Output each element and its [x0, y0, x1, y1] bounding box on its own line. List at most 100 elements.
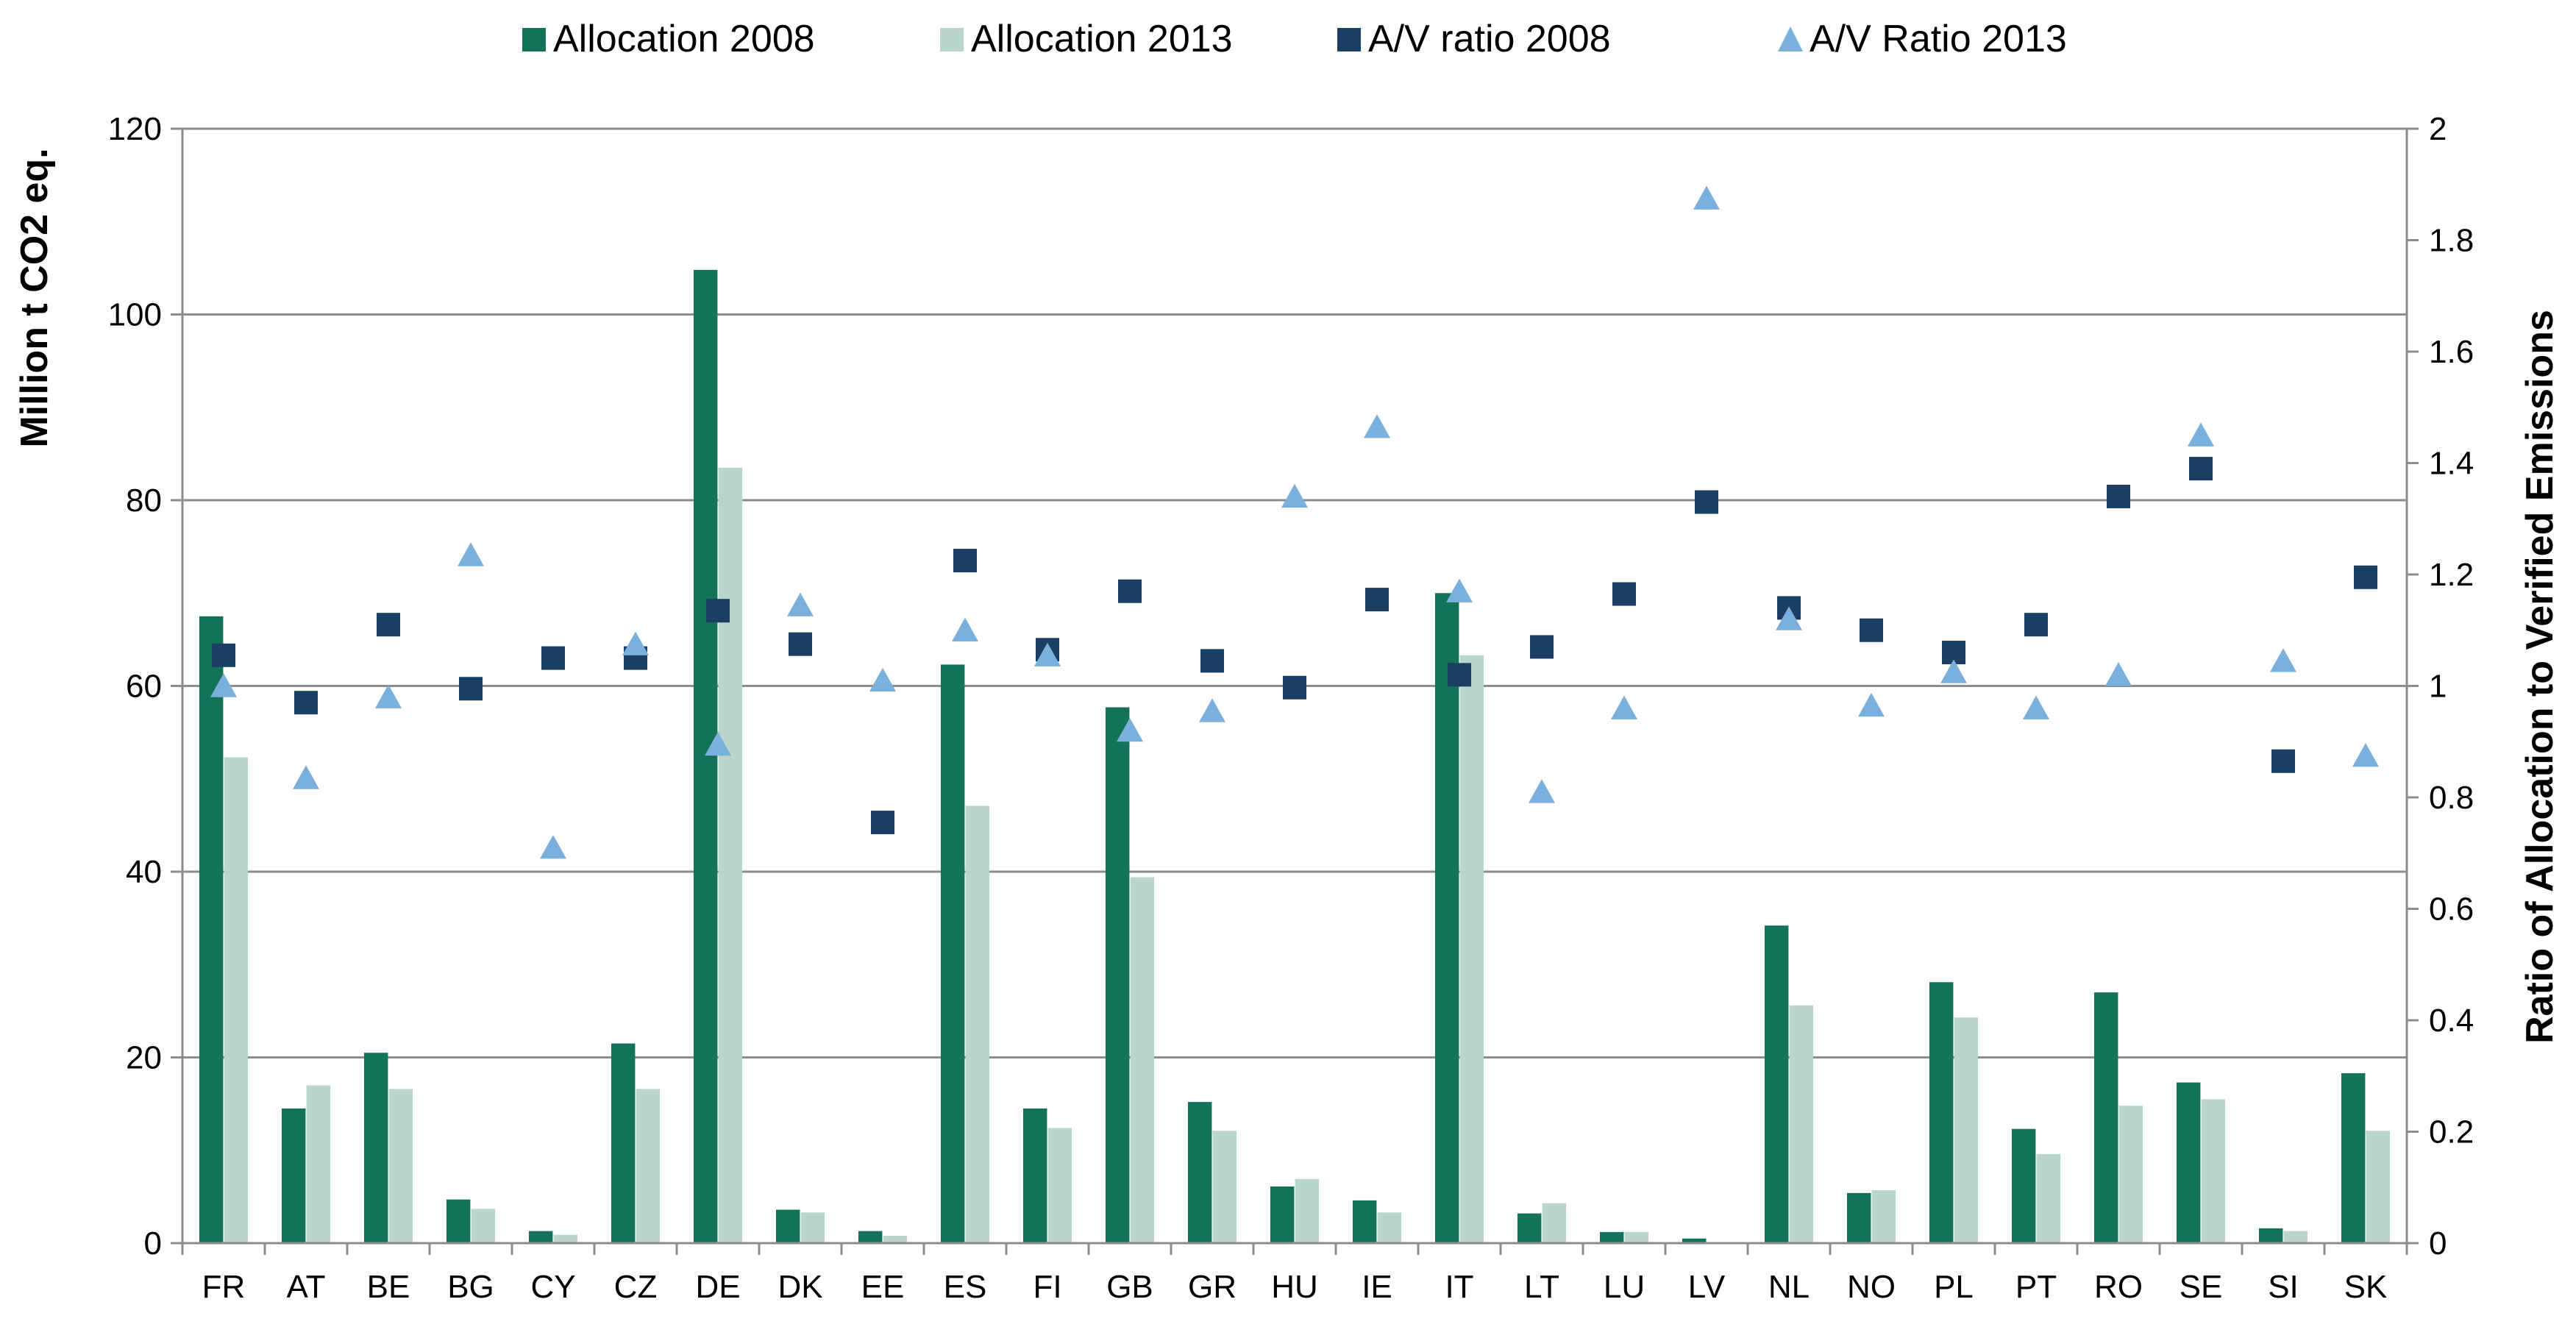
marker-a-v-ratio-2013-cy — [540, 834, 566, 859]
bar-allocation-2008-gb — [1105, 707, 1130, 1243]
marker-a-v-ratio-2008-lu — [1612, 582, 1636, 606]
marker-a-v-ratio-2013-se — [2188, 422, 2214, 447]
marker-a-v-ratio-2013-at — [293, 765, 319, 789]
bar-allocation-2008-hu — [1270, 1186, 1295, 1243]
bar-allocation-2013-ro — [2118, 1106, 2143, 1243]
y-tick-label: 120 — [108, 111, 162, 147]
x-tick-label: ES — [944, 1269, 987, 1305]
bar-allocation-2008-cz — [611, 1043, 636, 1243]
y-tick-label: 80 — [126, 483, 162, 519]
bar-allocation-2013-nl — [1789, 1005, 1814, 1243]
marker-a-v-ratio-2008-gr — [1200, 649, 1224, 673]
bar-allocation-2013-it — [1459, 655, 1484, 1243]
marker-a-v-ratio-2008-sk — [2354, 565, 2377, 589]
bar-allocation-2008-se — [2176, 1082, 2201, 1243]
legend: Allocation 2008 Allocation 2013 A/V ratio … — [522, 18, 2067, 60]
bar-allocation-2008-dk — [775, 1209, 800, 1243]
y-tick-label: 20 — [126, 1040, 162, 1076]
bar-allocation-2008-ee — [858, 1231, 883, 1243]
x-tick-label: GB — [1106, 1269, 1153, 1305]
bar-allocation-2008-sk — [2341, 1072, 2366, 1243]
bar-allocation-2008-es — [940, 664, 965, 1243]
x-tick-label: FR — [202, 1269, 246, 1305]
y-tick-label: 100 — [108, 297, 162, 333]
x-tick-label: DE — [695, 1269, 740, 1305]
bar-allocation-2013-no — [1871, 1190, 1896, 1243]
y2-tick-label: 0.6 — [2429, 892, 2474, 928]
marker-a-v-ratio-2008-dk — [789, 632, 812, 656]
bar-allocation-2008-fi — [1022, 1108, 1047, 1243]
bar-allocation-2013-ie — [1377, 1212, 1402, 1243]
left-axis-title: Million t CO2 eq. — [13, 148, 56, 447]
bar-allocation-2013-lu — [1624, 1231, 1649, 1243]
marker-a-v-ratio-2008-cy — [541, 646, 565, 670]
ratio-markers — [210, 185, 2379, 859]
x-tick-label: SK — [2344, 1269, 2388, 1305]
bar-allocation-2013-se — [2201, 1099, 2226, 1243]
axes — [171, 127, 2419, 1255]
bar-allocation-2008-be — [363, 1053, 388, 1243]
x-tick-label: BG — [447, 1269, 494, 1305]
y2-tick-label: 1.6 — [2429, 334, 2474, 370]
legend-swatch-a-v-ratio-2008 — [1337, 28, 1361, 51]
marker-a-v-ratio-2013-dk — [787, 592, 814, 616]
marker-a-v-ratio-2013-nl — [1776, 606, 1802, 630]
bar-allocation-2013-si — [2283, 1231, 2308, 1243]
bar-allocation-2008-si — [2258, 1228, 2283, 1243]
bar-allocation-2008-pl — [1929, 982, 1954, 1243]
x-tick-label: SI — [2268, 1269, 2299, 1305]
bar-allocation-2008-de — [693, 269, 718, 1243]
bar-allocation-2008-bg — [446, 1199, 471, 1243]
x-tick-label: BE — [367, 1269, 410, 1305]
y2-tick-label: 0.8 — [2429, 780, 2474, 816]
legend-label-a-v-ratio-2008: A/V ratio 2008 — [1368, 18, 1611, 60]
y-tick-label: 40 — [126, 854, 162, 890]
marker-a-v-ratio-2008-lv — [1695, 490, 1718, 514]
right-tick-labels: 0 0.2 0.4 0.6 0.8 1 1.2 1.4 1.6 1.8 2 — [2429, 111, 2474, 1262]
marker-a-v-ratio-2013-be — [375, 684, 402, 708]
y2-tick-label: 0.4 — [2429, 1003, 2474, 1039]
marker-a-v-ratio-2008-pt — [2024, 613, 2048, 637]
marker-a-v-ratio-2008-at — [294, 691, 318, 715]
bar-allocation-2013-hu — [1295, 1178, 1320, 1243]
marker-a-v-ratio-2013-ee — [869, 667, 896, 692]
marker-a-v-ratio-2008-no — [1860, 618, 1883, 642]
legend-swatch-allocation-2008 — [522, 28, 546, 51]
y-tick-label: 60 — [126, 669, 162, 705]
bar-allocation-2008-nl — [1764, 925, 1789, 1243]
marker-a-v-ratio-2013-de — [705, 731, 731, 756]
marker-a-v-ratio-2013-es — [952, 617, 978, 641]
bar-allocation-2008-ro — [2093, 992, 2118, 1243]
marker-a-v-ratio-2013-lu — [1611, 695, 1637, 719]
category-tick-labels: FR AT BE BG CY CZ DE DK EE ES FI GB GR HU IE IT LT LU LV NL… — [202, 1269, 2388, 1305]
x-tick-label: LT — [1524, 1269, 1559, 1305]
x-tick-label: SE — [2180, 1269, 2223, 1305]
marker-a-v-ratio-2008-fr — [212, 643, 235, 667]
bar-allocation-2008-cy — [528, 1231, 553, 1243]
marker-a-v-ratio-2013-fr — [210, 673, 237, 697]
marker-a-v-ratio-2013-lt — [1529, 779, 1555, 803]
marker-a-v-ratio-2008-es — [953, 549, 977, 573]
x-tick-label: HU — [1271, 1269, 1318, 1305]
bar-allocation-2008-lt — [1517, 1213, 1542, 1243]
bar-allocation-2013-pt — [2036, 1153, 2061, 1243]
y-tick-label: 0 — [144, 1225, 162, 1262]
marker-a-v-ratio-2008-se — [2189, 457, 2213, 481]
bar-allocation-2013-at — [306, 1085, 331, 1243]
marker-a-v-ratio-2008-ee — [871, 811, 894, 835]
marker-a-v-ratio-2013-cz — [622, 631, 649, 655]
bar-allocation-2008-it — [1434, 593, 1459, 1243]
marker-a-v-ratio-2013-lv — [1693, 185, 1720, 210]
bar-allocation-2013-bg — [471, 1209, 496, 1243]
bar-allocation-2013-sk — [2366, 1131, 2391, 1243]
bar-allocation-2008-at — [281, 1108, 306, 1243]
gridlines — [182, 127, 2407, 1059]
bar-allocation-2013-es — [965, 805, 990, 1243]
marker-a-v-ratio-2013-fi — [1034, 642, 1061, 667]
y2-tick-label: 1 — [2429, 669, 2447, 705]
bar-allocation-2013-lt — [1542, 1203, 1567, 1243]
x-tick-label: NO — [1847, 1269, 1896, 1305]
x-tick-label: CY — [530, 1269, 575, 1305]
x-tick-label: EE — [861, 1269, 905, 1305]
x-tick-label: CZ — [614, 1269, 658, 1305]
